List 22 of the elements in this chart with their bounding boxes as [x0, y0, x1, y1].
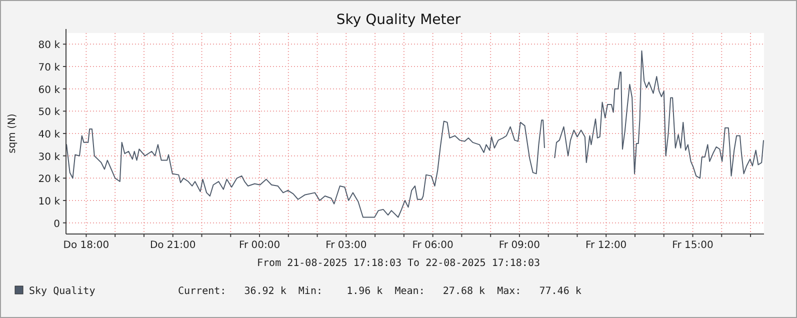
y-tick-label: 80 k — [38, 40, 60, 52]
x-tick-label: Fr 06:00 — [412, 240, 454, 251]
x-tick-label: Fr 03:00 — [326, 240, 367, 251]
x-tick-label: Fr 09:00 — [498, 240, 540, 251]
y-tick-label: 70 k — [38, 62, 60, 74]
y-tick-label: 60 k — [38, 84, 60, 96]
x-tick-label: Do 18:00 — [63, 240, 110, 251]
legend-label: Sky Quality — [29, 286, 96, 297]
x-tick-label: Fr 12:00 — [586, 240, 627, 251]
y-tick-label: 0 — [54, 218, 60, 230]
y-axis-title: sqm (N) — [7, 114, 18, 154]
text: Current: 36.92 k Min: 1.96 k Mean: 27.68 k Max: 77.46 k — [178, 286, 582, 297]
y-tick-label: 50 k — [38, 107, 60, 118]
x-tick-label: Do 21:00 — [150, 240, 196, 251]
y-tick-label: 40 k — [38, 130, 60, 140]
x-tick-label: Fr 15:00 — [672, 240, 714, 251]
text: From 21-08-2025 17:18:03 To 22-08-2025 17:18:03 — [257, 258, 540, 269]
y-tick-label: 20 k — [38, 174, 60, 186]
y-tick-label: 30 k — [38, 152, 60, 163]
chart-title: Sky Quality Meter — [336, 12, 461, 28]
x-tick-label: Fr 00:00 — [238, 240, 280, 251]
y-tick-label: 10 k — [38, 196, 60, 208]
